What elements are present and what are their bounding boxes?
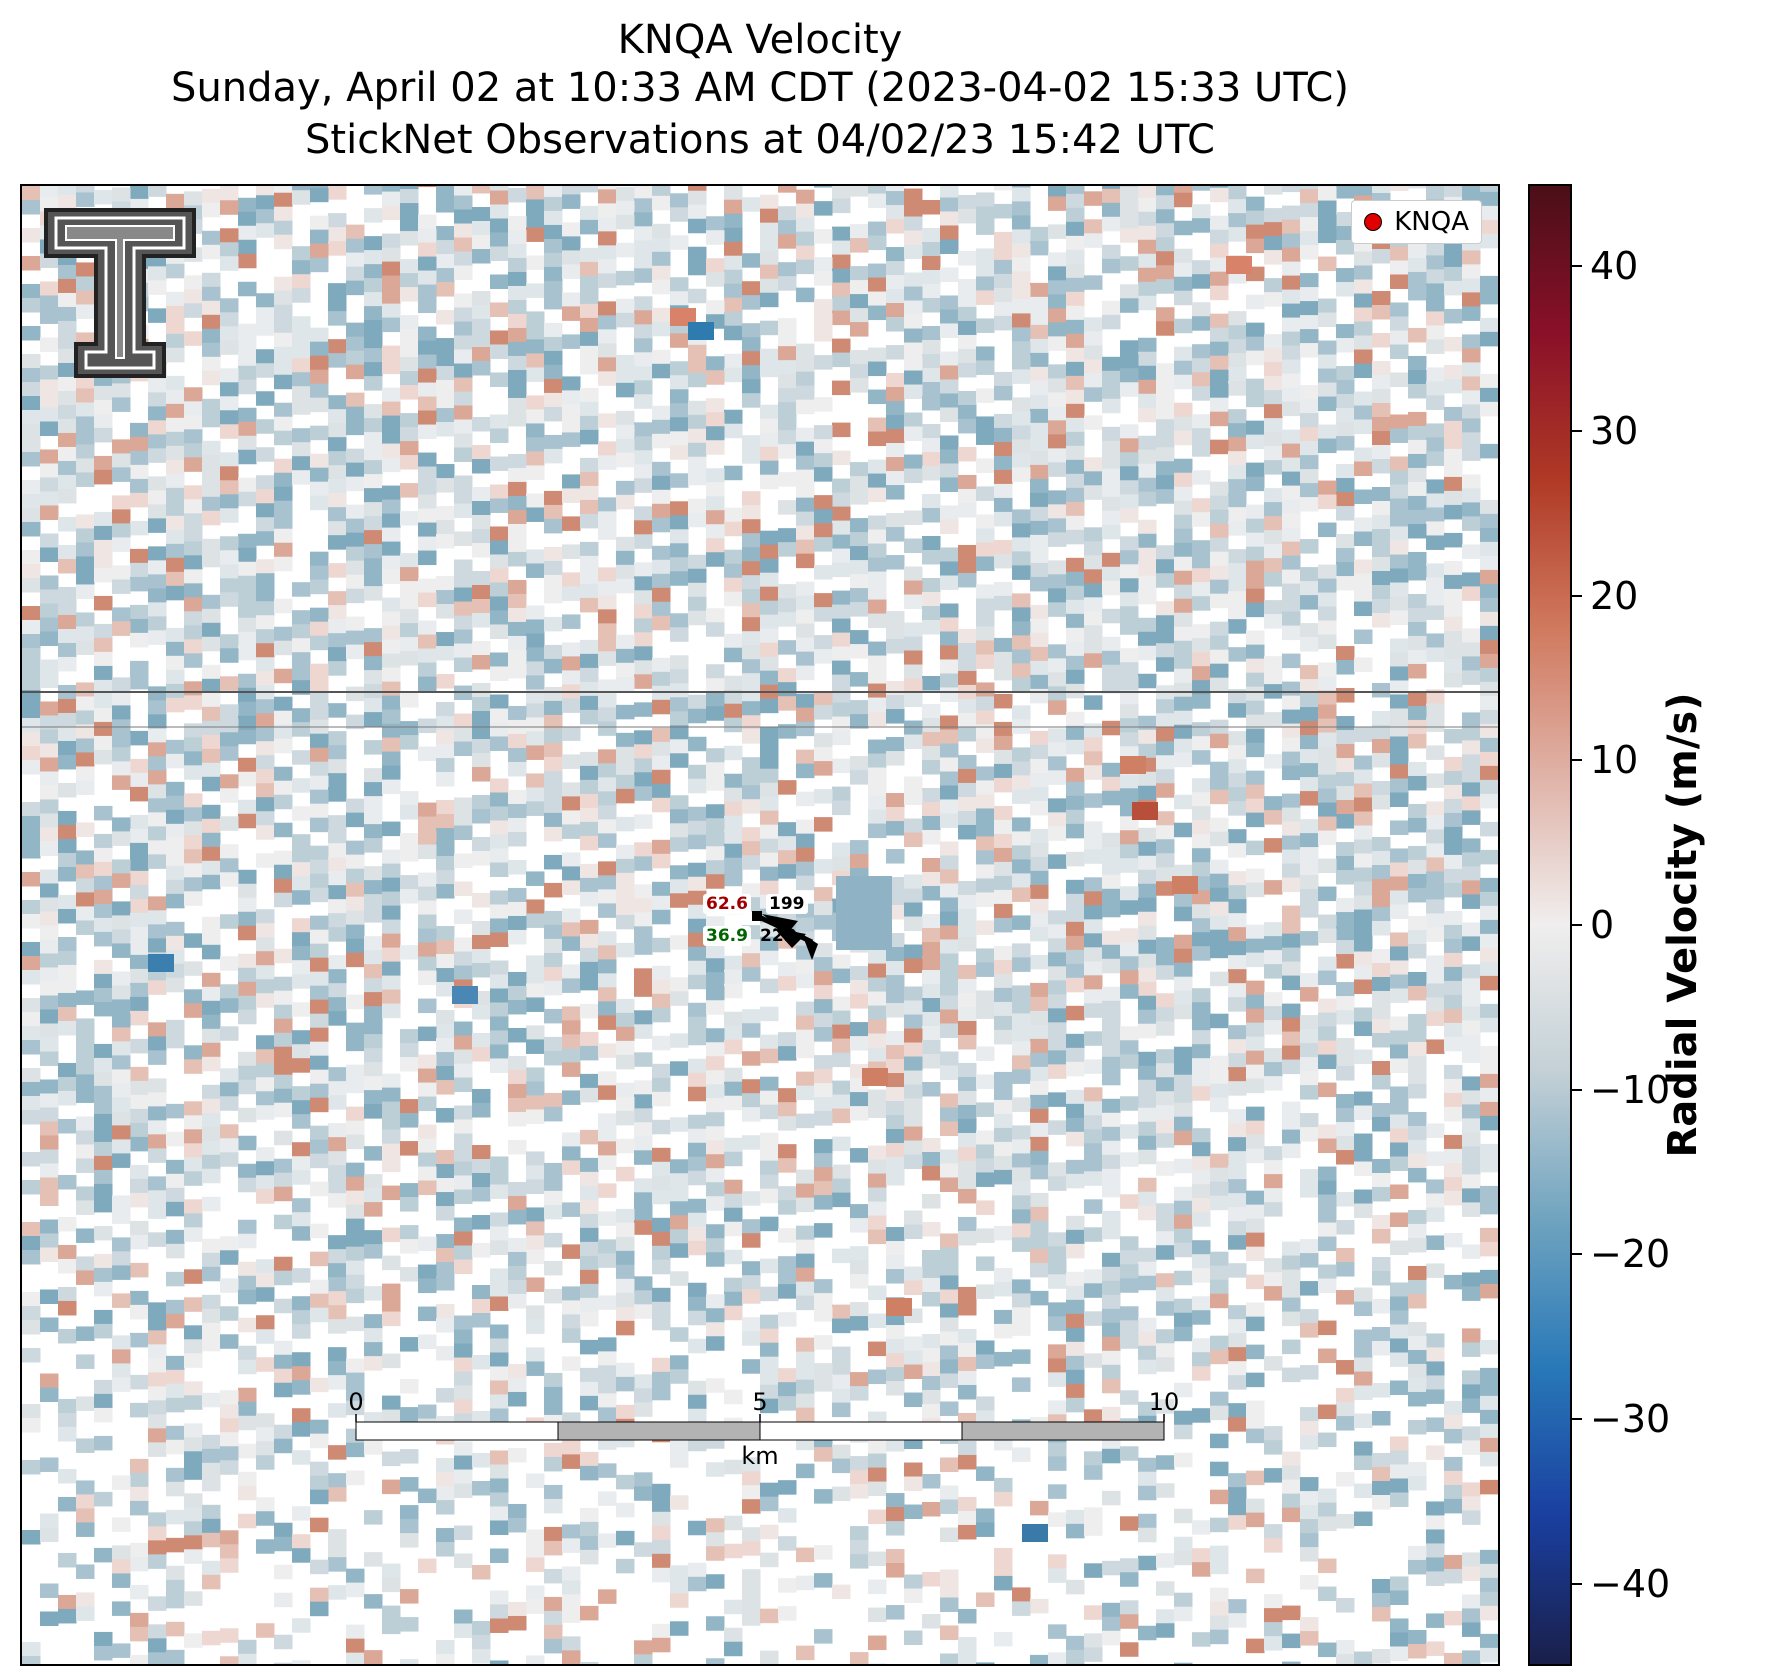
colorbar-title: Radial Velocity (m/s) xyxy=(1660,692,1706,1158)
wind-barb-icon xyxy=(752,911,818,960)
radar-map-panel[interactable]: 0 5 10 km KNQA 62.6 199 36.9 22B xyxy=(20,184,1500,1666)
title-line-2: Sunday, April 02 at 10:33 AM CDT (2023-0… xyxy=(171,65,1349,111)
station-pressure: 199 xyxy=(766,894,808,914)
colorbar-tick xyxy=(1572,1088,1582,1091)
colorbar-tick-label: 30 xyxy=(1590,409,1639,453)
radar-velocity-field: 0 5 10 km xyxy=(22,186,1498,1664)
station-id: 22B xyxy=(760,926,797,946)
legend-label: KNQA xyxy=(1394,207,1469,237)
scale-bar-label: 0 xyxy=(348,1388,363,1416)
scale-bar: 0 5 10 km xyxy=(348,1388,1179,1470)
colorbar-tick xyxy=(1572,759,1582,762)
colorbar-tick-label: 0 xyxy=(1590,903,1615,947)
colorbar-tick-label: 10 xyxy=(1590,738,1639,783)
legend: KNQA xyxy=(1351,200,1482,244)
scale-bar-unit: km xyxy=(741,1442,778,1470)
colorbar-tick xyxy=(1572,265,1582,268)
knqa-marker-icon xyxy=(1364,213,1383,231)
velocity-colorbar xyxy=(1528,184,1572,1666)
colorbar-tick-label: 20 xyxy=(1590,573,1639,618)
colorbar-tick xyxy=(1572,924,1582,926)
colorbar-tick xyxy=(1572,594,1582,597)
colorbar-tick-label: 40 xyxy=(1590,244,1639,289)
colorbar-tick xyxy=(1572,1418,1582,1420)
scale-bar-label: 5 xyxy=(752,1388,767,1416)
texas-tech-double-t-logo xyxy=(44,208,196,378)
colorbar-tick-label: −20 xyxy=(1590,1232,1671,1277)
title-line-1: KNQA Velocity xyxy=(617,17,903,63)
scale-bar-label: 10 xyxy=(1149,1388,1180,1416)
colorbar-tick-label: −40 xyxy=(1590,1561,1671,1606)
title-line-3: StickNet Observations at 04/02/23 15:42 … xyxy=(305,117,1215,163)
colorbar-tick xyxy=(1572,430,1582,432)
station-dewpoint: 36.9 xyxy=(703,926,751,946)
station-temperature: 62.6 xyxy=(703,894,751,914)
colorbar-tick-label: −30 xyxy=(1590,1397,1671,1441)
colorbar-tick xyxy=(1572,1253,1582,1256)
colorbar-tick-label: −10 xyxy=(1590,1067,1671,1112)
colorbar-tick xyxy=(1572,1582,1582,1585)
